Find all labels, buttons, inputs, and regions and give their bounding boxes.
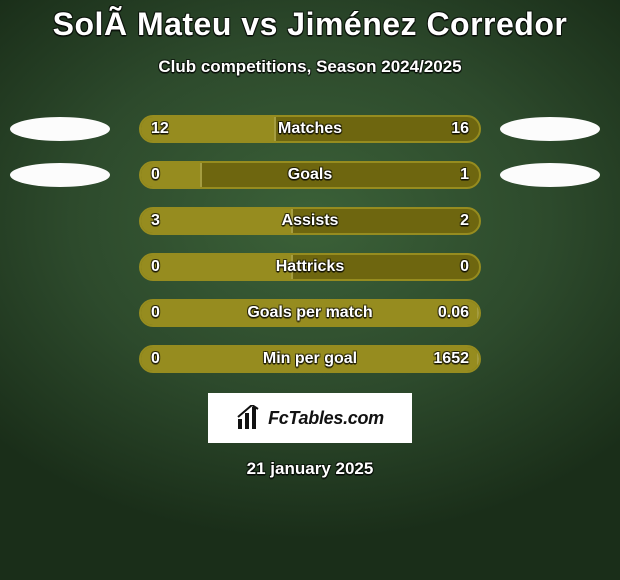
stat-bar-fill [141,347,479,371]
date-stamp: 21 january 2025 [0,459,620,479]
stat-bar: 32Assists [139,207,481,235]
player-badge-right [500,117,600,141]
stat-row: 32Assists [0,207,620,235]
stat-bar: 01Goals [139,161,481,189]
stat-bar-fill [141,301,479,325]
stat-bar-fill [141,163,202,187]
player-badge-right [500,163,600,187]
stat-value-right: 2 [460,209,469,233]
stat-bar-fill [141,209,293,233]
stat-bar-fill [141,255,293,279]
stat-row: 00Hattricks [0,253,620,281]
player-badge-left [10,117,110,141]
stat-row: 01Goals [0,161,620,189]
stat-bar-fill [141,117,276,141]
page-title: SolÃ Mateu vs Jiménez Corredor [0,6,620,43]
stat-row: 01652Min per goal [0,345,620,373]
brand-text: FcTables.com [268,408,384,429]
stat-value-right: 16 [451,117,469,141]
bar-chart-icon [236,405,262,431]
stat-row: 00.06Goals per match [0,299,620,327]
stats-list: 1216Matches01Goals32Assists00Hattricks00… [0,115,620,373]
player-badge-left [10,163,110,187]
stat-value-right: 0 [460,255,469,279]
page-subtitle: Club competitions, Season 2024/2025 [0,57,620,77]
stat-row: 1216Matches [0,115,620,143]
stat-bar: 00Hattricks [139,253,481,281]
stat-value-right: 1 [460,163,469,187]
brand-box: FcTables.com [208,393,412,443]
stat-bar: 1216Matches [139,115,481,143]
stat-bar: 01652Min per goal [139,345,481,373]
stat-bar: 00.06Goals per match [139,299,481,327]
content-root: SolÃ Mateu vs Jiménez Corredor Club comp… [0,0,620,580]
